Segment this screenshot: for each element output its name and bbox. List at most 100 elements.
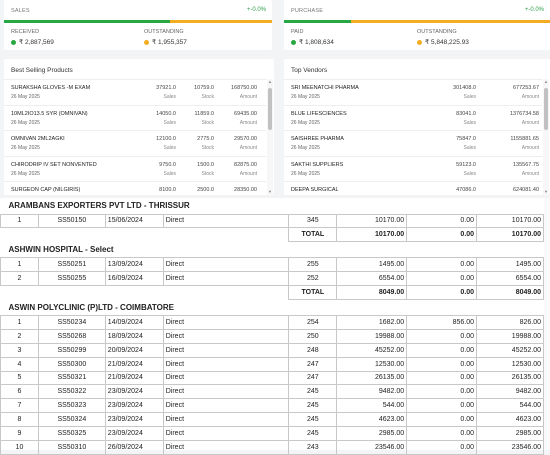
- best-selling-panel: Best Selling Products SURAKSHA GLOVES -M…: [4, 59, 274, 195]
- column-label: Amount: [522, 94, 539, 100]
- amount: 23546.00: [337, 440, 407, 454]
- product-amount: 69435.00: [234, 111, 257, 117]
- net-amount: 2985.00: [477, 427, 544, 441]
- vendor-sales: 83041.0: [456, 111, 476, 117]
- vendor-sales: 59123.0: [456, 162, 476, 168]
- amount: 9482.00: [337, 385, 407, 399]
- bill-date: 20/09/2024: [105, 343, 163, 357]
- quantity: 254: [289, 315, 337, 329]
- net-amount: 10170.00: [477, 214, 544, 228]
- group-name: ASWIN POLYCLINIC (P)LTD - COIMBATORE: [1, 299, 544, 315]
- blank-cell: [1, 286, 289, 300]
- product-amount: 82875.00: [234, 162, 257, 168]
- purchase-outstanding-value: ₹ 5,848,225.93: [417, 38, 469, 46]
- bill-type: Direct: [163, 329, 289, 343]
- bill-number: SS50234: [38, 315, 105, 329]
- vendor-amount: 1376734.58: [510, 111, 539, 117]
- vendor-date: 26 May 2025: [291, 145, 320, 151]
- bill-date: 21/09/2024: [105, 357, 163, 371]
- serial-number: 5: [1, 371, 39, 385]
- column-label: Sales: [463, 120, 476, 126]
- discount: 0.00: [407, 357, 477, 371]
- total-net: 8049.00: [477, 286, 544, 300]
- bill-date: 23/09/2024: [105, 413, 163, 427]
- scroll-down-icon[interactable]: ▼: [543, 189, 549, 195]
- outstanding-fill: [351, 20, 550, 23]
- discount: 0.00: [407, 371, 477, 385]
- paid-fill: [284, 20, 351, 23]
- product-sales: 37921.0: [156, 85, 176, 91]
- report-scrollbar[interactable]: [544, 198, 550, 450]
- serial-number: 2: [1, 329, 39, 343]
- serial-number: 1: [1, 315, 39, 329]
- received-fill: [4, 20, 170, 23]
- product-amount: 28350.00: [234, 187, 257, 193]
- column-label: Stock: [201, 94, 214, 100]
- product-name: OMNIVAN 2ML2AGKI: [11, 136, 65, 142]
- best-selling-scrollbar[interactable]: ▲ ▼: [267, 79, 273, 195]
- bill-type: Direct: [163, 272, 289, 286]
- scroll-up-icon[interactable]: ▲: [267, 79, 273, 85]
- bill-number: SS50325: [38, 427, 105, 441]
- product-stock: 10759.0: [194, 85, 214, 91]
- blank-cell: [1, 228, 289, 242]
- purchase-label: PURCHASE: [291, 8, 323, 14]
- serial-number: 4: [1, 357, 39, 371]
- amount: 10170.00: [337, 214, 407, 228]
- vendor-amount: 1155881.65: [510, 136, 539, 142]
- bill-number: SS50268: [38, 329, 105, 343]
- scroll-thumb[interactable]: [268, 88, 272, 130]
- bill-type: Direct: [163, 357, 289, 371]
- total-discount: 0.00: [407, 228, 477, 242]
- product-stock: 11859.0: [195, 111, 214, 117]
- bill-number: SS50255: [38, 272, 105, 286]
- scroll-thumb[interactable]: [544, 88, 548, 130]
- scroll-down-icon[interactable]: ▼: [267, 189, 273, 195]
- outstanding-fill: [170, 20, 272, 23]
- green-dot-icon: [11, 40, 16, 45]
- vendor-date: 26 May 2025: [291, 120, 320, 126]
- top-vendors-title: Top Vendors: [291, 67, 327, 74]
- orange-dot-icon: [144, 40, 149, 45]
- scroll-up-icon[interactable]: ▲: [543, 79, 549, 85]
- purchase-progress-bar: [284, 20, 550, 23]
- sales-label: SALES: [11, 8, 30, 14]
- column-label: Amount: [240, 171, 257, 177]
- column-label: Sales: [463, 94, 476, 100]
- top-vendors-scrollbar[interactable]: ▲ ▼: [543, 79, 549, 195]
- column-label: Sales: [163, 171, 176, 177]
- sales-change: +-0.0%: [247, 7, 266, 13]
- amount: 6554.00: [337, 272, 407, 286]
- net-amount: 12530.00: [477, 357, 544, 371]
- received-value: ₹ 2,887,569: [11, 38, 54, 46]
- bill-number: SS50321: [38, 371, 105, 385]
- bill-number: SS50310: [38, 440, 105, 454]
